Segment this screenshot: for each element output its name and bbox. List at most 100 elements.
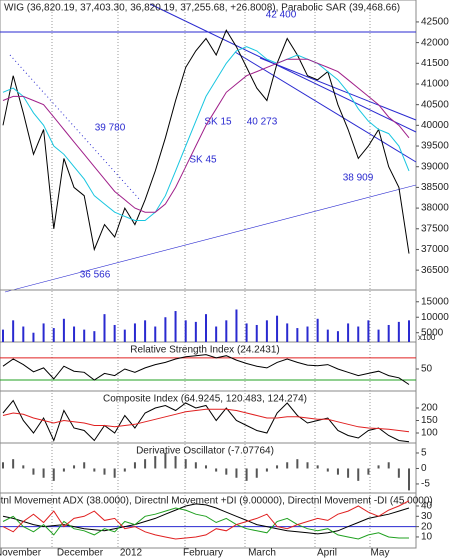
bar (286, 323, 289, 342)
bar (62, 318, 65, 342)
bar (12, 459, 15, 469)
y-tick-label: 100 (421, 428, 438, 439)
bar (194, 321, 197, 342)
bar (103, 468, 106, 475)
bar (52, 468, 55, 481)
series-line (2, 500, 410, 540)
bar (225, 468, 228, 475)
y-tick-label: 41000 (421, 79, 449, 90)
bar (93, 468, 96, 472)
y-tick-label: 5 (421, 448, 427, 459)
x-tick-label: February (183, 548, 223, 559)
bar (83, 462, 86, 469)
bar (397, 321, 400, 342)
trend-line (149, 3, 417, 133)
y-tick-label: 39000 (421, 161, 449, 172)
y-tick-label: 50 (421, 364, 433, 375)
trend-line (4, 184, 417, 293)
bar (42, 323, 45, 342)
x-tick-label: April (317, 548, 337, 559)
series-line (2, 408, 410, 433)
x-tick-label: 2012 (120, 548, 143, 559)
annotation: 36 566 (80, 270, 111, 281)
y-tick-label: 15000 (421, 296, 449, 307)
bar (154, 326, 157, 342)
bar (164, 452, 167, 469)
series-line (2, 354, 410, 385)
y-tick-label: 5000 (421, 327, 444, 338)
bar (215, 326, 218, 342)
series-line (2, 46, 410, 221)
bar (164, 317, 167, 342)
y-tick-label: 40000 (421, 120, 449, 131)
bar (22, 326, 25, 342)
panel-title: Composite Index (64.9245, 120.483, 124.2… (103, 394, 307, 405)
bar (245, 468, 248, 481)
y-tick-label: 37000 (421, 244, 449, 255)
bar (215, 468, 218, 472)
bar (113, 324, 116, 342)
bar (174, 456, 177, 469)
bar (205, 465, 207, 469)
bar (265, 468, 268, 472)
bar (2, 462, 4, 469)
bar (387, 324, 390, 342)
annotation: 40 273 (247, 117, 278, 128)
y-tick-label: 42500 (421, 17, 449, 28)
plot-frame (0, 0, 417, 549)
bar (83, 329, 86, 342)
bar (347, 323, 350, 342)
annotation: 42 400 (266, 10, 297, 21)
bar (276, 315, 279, 342)
bar (73, 326, 76, 342)
y-tick-label: 40500 (421, 99, 449, 110)
unit-label: x100 (418, 333, 436, 342)
trend-line (259, 57, 417, 121)
x-tick-label: November (0, 548, 42, 559)
annotation: SK 15 (204, 117, 232, 128)
bar (52, 328, 55, 342)
panel-title: Relative Strength Index (24.2431) (130, 345, 280, 356)
y-tick-label: 40 (421, 501, 433, 512)
bar (235, 309, 238, 342)
bar (255, 468, 258, 478)
annotation: 39 780 (95, 123, 126, 134)
x-tick-label: March (248, 548, 276, 559)
bar (306, 462, 309, 469)
y-tick-label: 36500 (421, 265, 449, 276)
bar (93, 331, 96, 342)
bar (387, 462, 390, 469)
y-tick-label: -5 (421, 479, 430, 490)
x-tick-label: May (371, 548, 390, 559)
bar (286, 462, 289, 469)
bar (377, 465, 380, 469)
bar (184, 320, 187, 342)
series-line (2, 503, 410, 535)
panel-title: Derivative Oscillator (-7.07764) (136, 446, 274, 457)
bar (184, 459, 187, 469)
x-tick-label: December (57, 548, 104, 559)
bar (133, 323, 136, 342)
bar (347, 468, 350, 478)
series-line (2, 399, 410, 443)
annotation: 38 909 (343, 173, 374, 184)
bar (336, 468, 339, 475)
series-line (2, 58, 410, 213)
bar (377, 329, 380, 342)
y-tick-label: 30 (421, 511, 433, 522)
panel-title: Directnl Movement ADX (38.0000), Directn… (0, 496, 433, 507)
bar (32, 468, 35, 475)
y-tick-label: 200 (421, 403, 438, 414)
y-tick-label: 39500 (421, 141, 449, 152)
bar (73, 465, 76, 469)
bar (408, 320, 410, 342)
bar (357, 326, 360, 342)
bar (123, 329, 126, 342)
annotation: SK 45 (189, 155, 217, 166)
bar (357, 468, 360, 481)
series-line (2, 29, 410, 254)
bar (316, 465, 319, 469)
bar (255, 324, 258, 342)
y-tick-label: 10000 (421, 312, 449, 323)
